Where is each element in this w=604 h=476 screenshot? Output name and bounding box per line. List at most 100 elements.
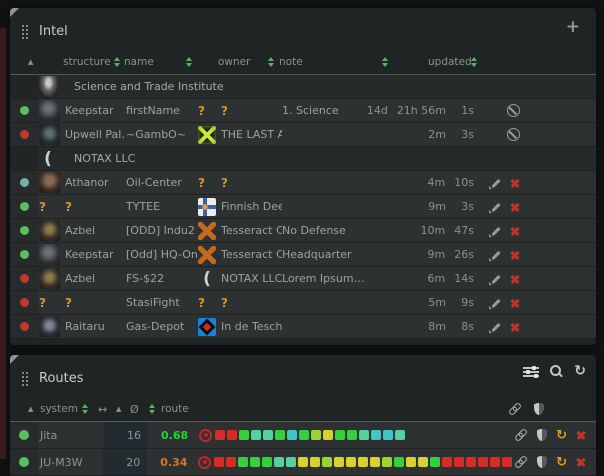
route-system-square [239,430,249,440]
system-name: JU-M3W [38,456,104,469]
sort-direction-icon[interactable]: ▲ [28,405,34,413]
edit-icon[interactable] [489,321,501,333]
structure-label-text: [Odd] HQ-One [126,248,198,261]
drag-handle-icon[interactable] [22,24,30,39]
route-start-icon [198,455,212,469]
sort-icon[interactable] [186,57,193,67]
intel-row[interactable]: Athanor Oil-Center?? 4m 10s [10,171,596,195]
close-icon[interactable] [510,298,520,308]
col-owner[interactable]: owner [218,56,251,68]
status-cell [10,243,38,266]
edit-icon[interactable] [489,177,501,189]
structure-name: ? [65,296,126,310]
edit-icon[interactable] [489,273,501,285]
jumps-cell: 20 [103,449,148,475]
owner-name: Tesseract C… [221,224,282,237]
close-icon[interactable] [510,322,520,332]
refresh-icon[interactable]: ↻ [574,363,586,379]
sort-icon[interactable] [149,404,156,414]
system-name: Jita [38,429,104,442]
edit-icon[interactable] [489,249,501,261]
intel-row[interactable]: ?? StasiFight?? 5m 9s [10,291,596,315]
intel-row[interactable]: Azbel [ODD] Indu2 Tesseract C…No Defense 10… [10,219,596,243]
link-icon[interactable] [511,425,531,445]
col-system[interactable]: system [40,403,78,415]
intel-group-row[interactable]: Science and Trade Institute [10,75,596,99]
col-jumps[interactable]: ↔ [98,403,108,416]
structure-label: Gas-Depot [126,320,198,333]
sort-icon[interactable] [114,57,121,67]
status-dot [19,430,29,440]
intel-row[interactable]: Azbel FS-$22 (NOTAX LLC Lorem Ipsum… 6m 14s [10,267,596,291]
close-icon[interactable] [576,430,586,440]
intel-row[interactable]: ?? TYTEE Finnish Dee… 9m 3s [10,195,596,219]
sort-direction-icon[interactable]: ▲ [28,58,34,66]
sort-icon[interactable] [382,57,389,67]
sort-icon[interactable] [268,57,275,67]
route-row[interactable]: JU-M3W 20 0.34 ↻ [10,449,596,476]
status-cell [10,315,38,338]
col-avg-sec[interactable]: Ø [130,403,139,416]
refresh-icon[interactable]: ↻ [556,454,568,470]
sort-icon[interactable] [82,404,89,414]
intel-row[interactable]: Keepstar [Odd] HQ-One Tesseract C…Headquar… [10,243,596,267]
unknown-owner-icon: ? [198,295,205,310]
sort-icon[interactable] [471,57,478,67]
route-start-icon [199,428,212,442]
col-note[interactable]: note [279,56,303,68]
shield-icon[interactable] [537,429,548,441]
panel-title: Routes [39,370,84,386]
structure-label-text: TYTEE [126,200,161,213]
structure-label: TYTEE [126,200,198,213]
structure-label-text: Gas-Depot [126,320,185,333]
route-actions: ↻ [514,455,596,469]
intel-title-bar: Intel + [10,8,596,46]
structure-name: Raitaru [65,320,126,333]
col-name[interactable]: name [124,56,154,68]
intel-group-row[interactable]: (NOTAX LLC [10,147,596,171]
status-cell [10,449,38,475]
note: Headquarter [282,248,392,261]
intel-row[interactable]: Raitaru Gas-Depot In de Tesch 8m 8s [10,315,596,339]
add-structure-icon[interactable]: + [565,17,580,37]
close-icon[interactable] [510,178,520,188]
group-logo-cell: ( [38,150,65,168]
structure-label-text: firstName [126,104,180,117]
intel-row[interactable]: Upwell Pal…~GambO~ THE LAST A… 2m 3s [10,123,596,147]
updated-part: 6m [427,272,446,285]
owner-name: In de Tesch [221,320,282,333]
route-system-square [275,430,285,440]
intel-row[interactable]: Keepstar firstName?? 1. Science 14d 21h 56m 1… [10,99,596,123]
col-updated[interactable]: updated [428,56,472,68]
updated-part: 10m [420,224,446,237]
col-route[interactable]: route [161,403,189,415]
updated-cell: 4m 10s [392,176,474,189]
shield-icon[interactable] [534,403,544,415]
settings-sliders-icon[interactable] [523,365,540,378]
shield-icon[interactable] [537,456,548,468]
edit-icon[interactable] [489,201,501,213]
edit-icon[interactable] [489,297,501,309]
link-icon[interactable] [505,399,525,419]
close-icon[interactable] [510,226,520,236]
col-structure[interactable]: structure [63,56,111,68]
security-text: 0.68 [161,428,189,442]
group-indent [10,75,38,98]
close-icon[interactable] [510,274,520,284]
close-icon[interactable] [510,250,520,260]
intel-table-body: Science and Trade Institute Keepstar first… [10,75,596,339]
ban-icon[interactable] [507,128,520,141]
status-dot [19,298,29,307]
actions-cell [474,297,522,309]
close-icon[interactable] [510,202,520,212]
owner-name: Tesseract C… [221,248,282,261]
drag-handle-icon[interactable] [22,371,30,386]
ban-icon[interactable] [507,104,520,117]
col-max-sec[interactable]: ▲ [116,405,122,413]
search-icon[interactable] [550,365,563,378]
edit-icon[interactable] [489,225,501,237]
refresh-icon[interactable]: ↻ [556,427,567,443]
routes-table-body: Jita 16 0.68 ↻ JU-M3W 20 0.34 ↻ [10,422,596,476]
link-icon[interactable] [511,452,531,472]
route-row[interactable]: Jita 16 0.68 ↻ [10,422,596,449]
